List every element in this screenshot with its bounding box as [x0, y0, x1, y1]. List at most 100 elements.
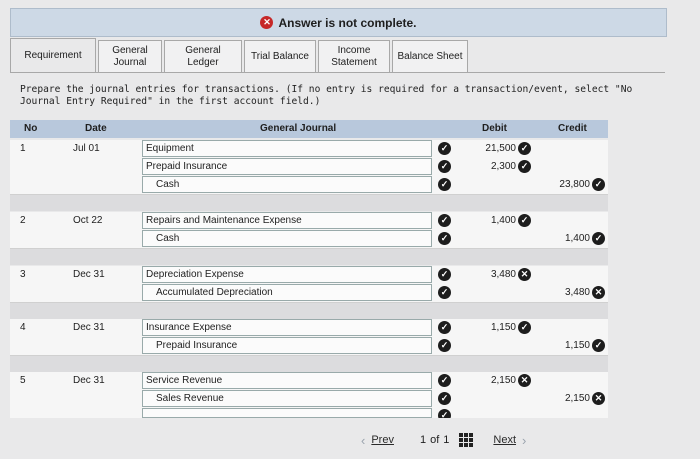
- table-row: 1 Jul 01 Equipment ✓ 21,500 ✓: [10, 140, 608, 159]
- instructions-text: Prepare the journal entries for transact…: [20, 84, 633, 107]
- tab-trial-balance[interactable]: Trial Balance: [244, 40, 316, 72]
- header-date: Date: [85, 123, 107, 134]
- table-row: Prepaid Insurance ✓ 1,150 ✓: [10, 337, 608, 356]
- correct-check-icon: ✓: [438, 232, 451, 245]
- row-spacer: [10, 356, 608, 372]
- account-field[interactable]: [142, 158, 432, 175]
- status-banner-text: Answer is not complete.: [278, 15, 417, 30]
- tab-bar: Requirement General Journal General Ledg…: [10, 38, 665, 72]
- table-row: Cash ✓ 23,800 ✓: [10, 176, 608, 195]
- table-row: 2 Oct 22 Repairs and Maintenance Expense…: [10, 212, 608, 231]
- correct-check-icon: ✓: [518, 142, 531, 155]
- tab-label: Requirement: [24, 49, 82, 61]
- correct-check-icon: ✓: [438, 339, 451, 352]
- table-row: 4 Dec 31 Insurance Expense ✓ 1,150 ✓: [10, 319, 608, 338]
- header-debit: Debit: [482, 123, 507, 134]
- table-row: 3 Dec 31 Depreciation Expense ✓ 3,480 ✕: [10, 266, 608, 285]
- entry-date[interactable]: Dec 31: [73, 375, 105, 386]
- account-name: Insurance Expense: [146, 322, 232, 333]
- account-field[interactable]: [142, 230, 432, 247]
- row-spacer: [10, 303, 608, 319]
- status-banner: ✕ Answer is not complete.: [10, 8, 667, 37]
- account-name: Service Revenue: [146, 375, 223, 386]
- table-row: Accumulated Depreciation ✓ 3,480 ✕: [10, 284, 608, 303]
- incorrect-x-icon: ✕: [592, 392, 605, 405]
- account-name: Equipment: [146, 143, 194, 154]
- next-button[interactable]: Next: [493, 434, 517, 446]
- incorrect-x-icon: ✕: [592, 286, 605, 299]
- entry-date[interactable]: Dec 31: [73, 322, 105, 333]
- correct-check-icon: ✓: [438, 214, 451, 227]
- entry-date[interactable]: Jul 01: [73, 143, 100, 154]
- prev-button[interactable]: Prev: [371, 434, 394, 446]
- tab-content-area: [10, 72, 665, 121]
- account-field[interactable]: [142, 372, 432, 389]
- account-field[interactable]: [142, 337, 432, 354]
- table-row: 5 Dec 31 Service Revenue ✓ 2,150 ✕: [10, 372, 608, 391]
- tab-general-ledger[interactable]: General Ledger: [164, 40, 242, 72]
- table-row: Prepaid Insurance ✓ 2,300 ✓: [10, 158, 608, 177]
- entry-number: 3: [20, 269, 26, 280]
- incorrect-x-icon: ✕: [518, 374, 531, 387]
- tab-income-statement[interactable]: Income Statement: [318, 40, 390, 72]
- account-field[interactable]: [142, 319, 432, 336]
- table-header: No Date General Journal Debit Credit: [10, 120, 608, 138]
- tab-general-journal[interactable]: General Journal: [98, 40, 162, 72]
- tab-balance-sheet[interactable]: Balance Sheet: [392, 40, 468, 72]
- account-name: Sales Revenue: [156, 393, 224, 404]
- credit-amount[interactable]: 1,150: [564, 340, 590, 351]
- credit-amount[interactable]: 3,480: [564, 287, 590, 298]
- correct-check-icon: ✓: [518, 214, 531, 227]
- header-no: No: [24, 123, 38, 134]
- debit-amount[interactable]: 3,480: [490, 269, 516, 280]
- correct-check-icon: ✓: [438, 178, 451, 191]
- row-spacer: [10, 195, 608, 211]
- correct-check-icon: ✓: [592, 178, 605, 191]
- entry-date[interactable]: Dec 31: [73, 269, 105, 280]
- correct-check-icon: ✓: [438, 142, 451, 155]
- general-journal-table: No Date General Journal Debit Credit 1 J…: [10, 120, 608, 418]
- chevron-left-icon[interactable]: ‹: [361, 432, 366, 448]
- row-spacer: [10, 249, 608, 265]
- account-field[interactable]: [142, 390, 432, 407]
- account-field[interactable]: [142, 176, 432, 193]
- account-name: Prepaid Insurance: [156, 340, 238, 351]
- account-name: Depreciation Expense: [146, 269, 244, 280]
- correct-check-icon: ✓: [518, 321, 531, 334]
- header-general-journal: General Journal: [260, 123, 337, 134]
- entry-number: 4: [20, 322, 26, 333]
- correct-check-icon: ✓: [518, 160, 531, 173]
- debit-amount[interactable]: 2,150: [490, 375, 516, 386]
- tab-requirement[interactable]: Requirement: [10, 38, 96, 72]
- correct-check-icon: ✓: [438, 268, 451, 281]
- table-row: Cash ✓ 1,400 ✓: [10, 230, 608, 249]
- debit-amount[interactable]: 21,500: [485, 143, 516, 154]
- correct-check-icon: ✓: [592, 232, 605, 245]
- correct-check-icon: ✓: [438, 374, 451, 387]
- chevron-right-icon[interactable]: ›: [522, 432, 527, 448]
- account-field[interactable]: [142, 284, 432, 301]
- account-field[interactable]: [142, 266, 432, 283]
- entry-date[interactable]: Oct 22: [73, 215, 103, 226]
- pagination: ‹ Prev 1 of 1 Next ›: [355, 430, 575, 450]
- credit-amount[interactable]: 2,150: [564, 393, 590, 404]
- credit-amount[interactable]: 23,800: [559, 179, 590, 190]
- debit-amount[interactable]: 2,300: [490, 161, 516, 172]
- tab-label: Trial Balance: [251, 50, 309, 62]
- entry-number: 2: [20, 215, 26, 226]
- account-name: Cash: [156, 233, 180, 244]
- account-field[interactable]: [142, 408, 432, 418]
- page-total: 1: [443, 434, 450, 446]
- incorrect-x-icon: ✕: [518, 268, 531, 281]
- table-row: Sales Revenue ✓ 2,150 ✕: [10, 390, 608, 409]
- page-grid-icon[interactable]: [459, 433, 474, 447]
- correct-check-icon: ✓: [592, 339, 605, 352]
- entry-number: 1: [20, 143, 26, 154]
- account-field[interactable]: [142, 212, 432, 229]
- correct-check-icon: ✓: [438, 160, 451, 173]
- entry-number: 5: [20, 375, 26, 386]
- account-field[interactable]: [142, 140, 432, 157]
- debit-amount[interactable]: 1,400: [490, 215, 516, 226]
- credit-amount[interactable]: 1,400: [564, 233, 590, 244]
- debit-amount[interactable]: 1,150: [490, 322, 516, 333]
